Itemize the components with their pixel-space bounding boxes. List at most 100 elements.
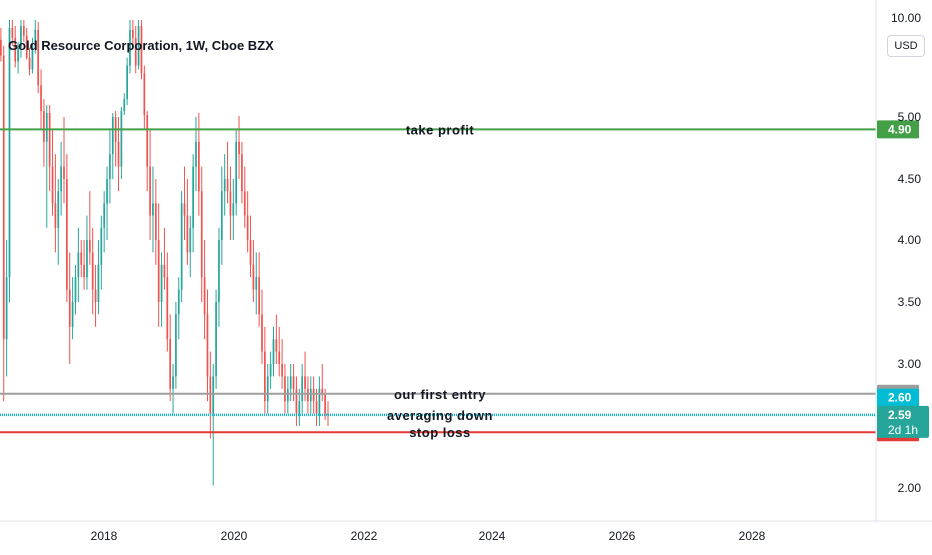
x-tick-label: 2022	[351, 529, 378, 543]
candle-body	[2, 55, 5, 340]
candle-body	[218, 240, 220, 302]
candles	[0, 19, 329, 486]
candle-body	[209, 376, 212, 414]
candle-body	[37, 29, 40, 86]
candle-body	[189, 227, 192, 253]
candle-body	[17, 47, 19, 62]
candle-body	[315, 401, 318, 414]
candle-body	[80, 252, 83, 265]
candle-body	[152, 203, 154, 216]
x-tick-label: 2018	[91, 529, 118, 543]
candle-body	[252, 264, 255, 290]
candle-body	[28, 57, 31, 70]
candle-body	[235, 141, 238, 204]
candle-body	[22, 25, 25, 36]
candle-body	[11, 27, 14, 38]
candle-body	[292, 376, 295, 389]
candle-body	[20, 25, 22, 48]
candle-body	[97, 264, 100, 302]
candle-body	[261, 314, 263, 352]
x-tick-label: 2020	[221, 529, 248, 543]
candle-body	[232, 203, 235, 216]
candle-body	[88, 240, 91, 253]
y-tick-label: 3.50	[898, 295, 922, 309]
candle-body	[83, 264, 85, 278]
candle-body	[34, 29, 37, 46]
y-tick-label: 5.00	[898, 110, 922, 124]
candle-body	[255, 277, 258, 290]
candle-body	[246, 215, 249, 240]
candle-body	[157, 240, 160, 302]
x-tick-label: 2028	[739, 529, 766, 543]
price-badge-current-label: 2.59	[888, 408, 912, 422]
candle-body	[8, 27, 11, 278]
candle-body	[140, 25, 143, 74]
candle-body	[0, 39, 2, 56]
candle-body	[45, 113, 48, 142]
candle-body	[63, 166, 65, 179]
candle-body	[109, 154, 111, 179]
candle-body	[143, 73, 146, 116]
candle-body	[146, 115, 149, 167]
candle-body	[117, 141, 120, 167]
candle-body	[284, 376, 286, 402]
candle-body	[289, 376, 292, 389]
candle-body	[94, 289, 97, 302]
candle-body	[212, 376, 215, 414]
candle-body	[321, 388, 324, 395]
currency-button[interactable]: USD	[887, 35, 925, 57]
candle-body	[198, 141, 200, 192]
price-badge-countdown: 2d 1h	[888, 423, 918, 437]
axes: 2.00 3.00 3.50 4.00 4.50 5.00 10.00 2018 2020 202…	[0, 0, 932, 543]
candle-body	[249, 240, 252, 265]
candle-body	[238, 141, 240, 155]
hline-label-take_profit: take profit	[406, 122, 475, 137]
candle-body	[163, 264, 166, 278]
candle-body	[192, 166, 194, 228]
candle-body	[180, 203, 183, 290]
candle-body	[264, 351, 266, 402]
candle-body	[318, 388, 321, 414]
candle-body	[226, 179, 229, 192]
candle-body	[220, 191, 223, 240]
candle-body	[51, 166, 54, 204]
candle-body	[91, 252, 94, 290]
candle-body	[129, 29, 131, 66]
candle-body	[177, 289, 180, 315]
candle-body	[57, 191, 60, 228]
candle-body	[25, 35, 28, 58]
candle-body	[126, 65, 128, 100]
candle-body	[120, 111, 123, 167]
candle-body	[309, 388, 312, 402]
candle-body	[31, 45, 34, 70]
candle-body	[298, 401, 301, 414]
candle-body	[206, 314, 209, 377]
hline-label-entry: our first entry	[394, 387, 486, 402]
x-tick-label: 2026	[609, 529, 636, 543]
candle-body	[229, 191, 232, 216]
candle-body	[66, 179, 68, 290]
price-badge-current	[877, 405, 929, 438]
candle-body	[215, 302, 217, 377]
candle-body	[86, 240, 88, 278]
candle-body	[307, 388, 309, 402]
candle-body	[243, 191, 246, 216]
candle-body	[266, 376, 269, 402]
candle-body	[149, 166, 151, 216]
candle-body	[14, 37, 17, 62]
candle-body	[183, 203, 186, 216]
candle-body	[223, 179, 226, 192]
candle-body	[175, 314, 177, 377]
candle-body	[169, 339, 172, 389]
candle-body	[134, 37, 137, 66]
price-badge-extra	[877, 388, 919, 407]
candle-body	[60, 166, 62, 192]
candle-body	[295, 388, 298, 414]
price-badge-extra-label: 2.60	[888, 391, 912, 405]
candle-body	[100, 227, 103, 265]
candle-body	[258, 277, 260, 315]
candle-body	[106, 179, 108, 204]
